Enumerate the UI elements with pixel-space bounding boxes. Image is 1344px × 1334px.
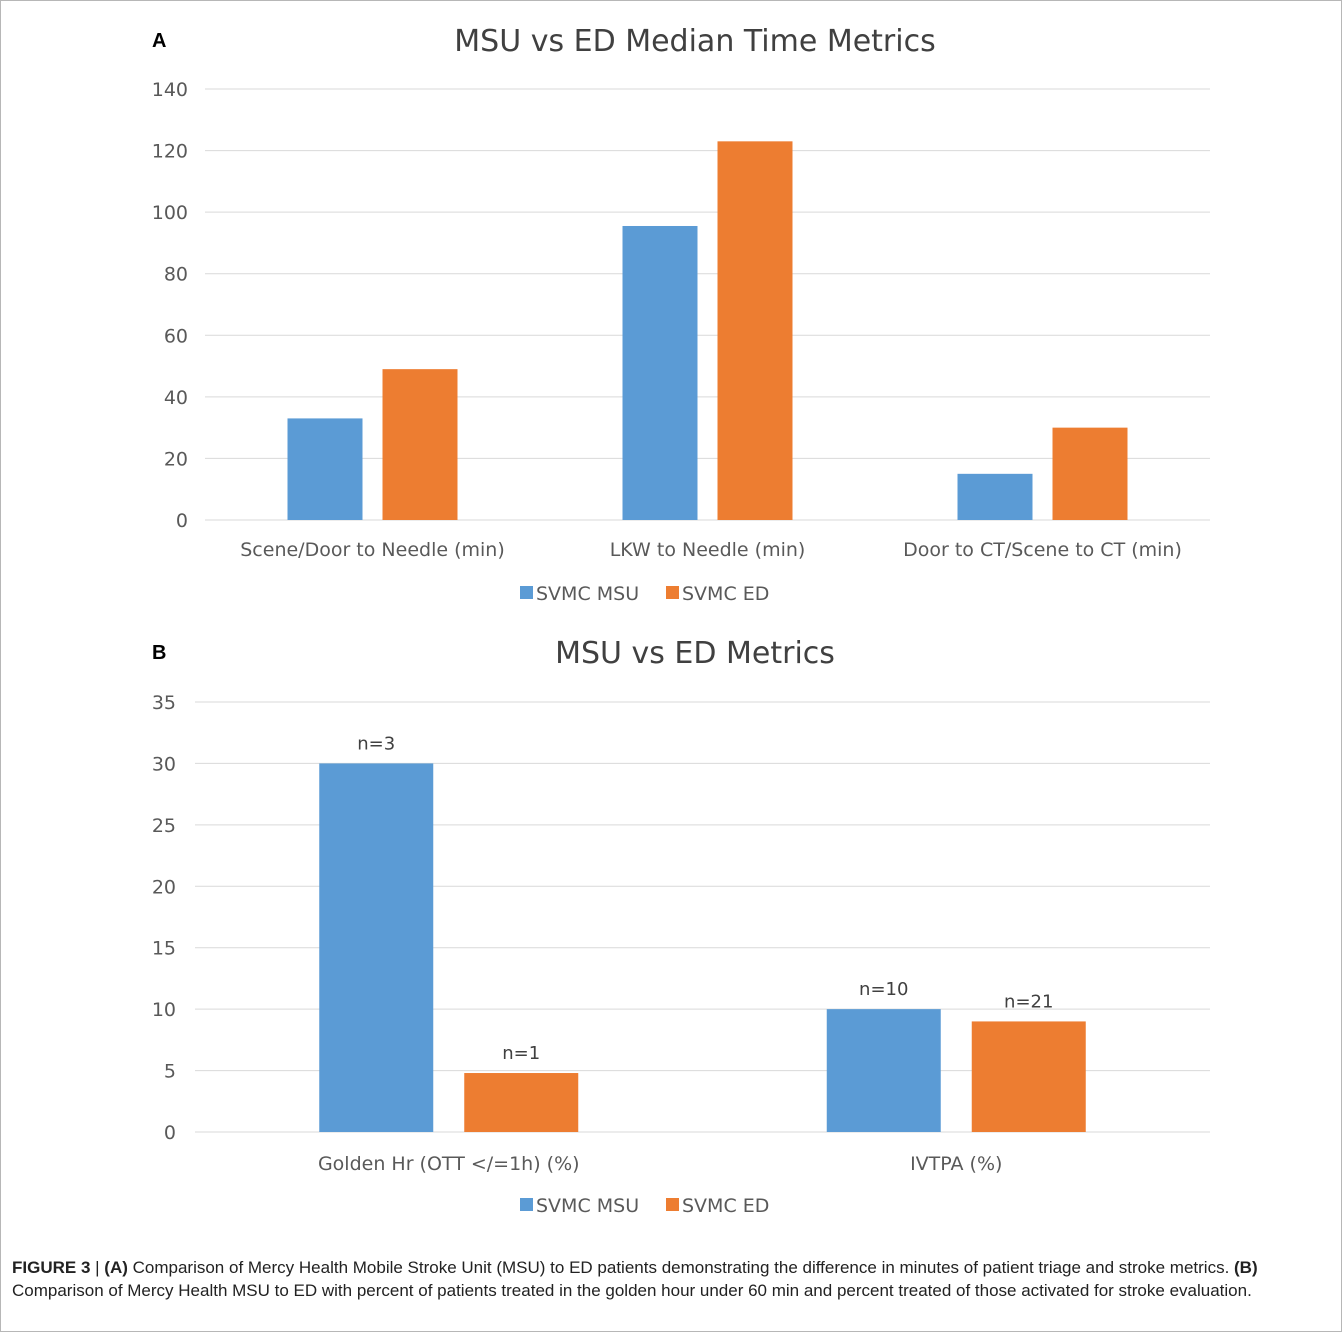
- x-category-label: Scene/Door to Needle (min): [240, 539, 505, 561]
- chart-a: 0 20 40 60 80 100 120 140 Scene/Door to Needle (…: [152, 79, 1210, 605]
- data-label: n=10: [859, 979, 908, 1000]
- legend-swatch: [520, 586, 533, 599]
- legend-label: SVMC MSU: [536, 1195, 639, 1217]
- y-tick-label: 0: [176, 510, 188, 532]
- data-label: n=21: [1004, 991, 1053, 1012]
- caption-b-label: (B): [1234, 1258, 1258, 1277]
- bar: [287, 418, 363, 520]
- y-tick-label: 20: [164, 448, 188, 470]
- bar: [382, 369, 458, 520]
- x-category-label: Golden Hr (OTT </=1h) (%): [318, 1153, 580, 1175]
- bar: [957, 473, 1033, 520]
- bar: [622, 225, 698, 520]
- y-tick-label: 80: [164, 264, 188, 286]
- legend-swatch: [520, 1198, 533, 1211]
- caption-a-label: (A): [104, 1258, 128, 1277]
- x-category-label: LKW to Needle (min): [610, 539, 806, 561]
- y-tick-label: 0: [164, 1122, 176, 1144]
- bar: [1052, 427, 1128, 520]
- y-tick-label: 20: [152, 876, 176, 898]
- y-tick-label: 120: [152, 141, 188, 163]
- legend-swatch: [666, 1198, 679, 1211]
- data-label: n=1: [502, 1043, 540, 1064]
- y-tick-label: 25: [152, 815, 176, 837]
- panel-b-letter: B: [152, 642, 167, 664]
- x-category-label: IVTPA (%): [910, 1153, 1002, 1175]
- bar: [319, 763, 434, 1132]
- caption-b-text: Comparison of Mercy Health MSU to ED wit…: [12, 1281, 1252, 1300]
- y-tick-label: 10: [152, 999, 176, 1021]
- bar: [464, 1073, 579, 1132]
- bar: [717, 141, 793, 521]
- y-tick-label: 15: [152, 938, 176, 960]
- legend-label: SVMC ED: [682, 583, 769, 605]
- chart-a-title: MSU vs ED Median Time Metrics: [454, 24, 936, 59]
- legend-label: SVMC ED: [682, 1195, 769, 1217]
- caption-a-text: Comparison of Mercy Health Mobile Stroke…: [127, 1258, 1235, 1277]
- bar: [971, 1021, 1086, 1132]
- y-tick-label: 5: [164, 1061, 176, 1083]
- panel-a-letter: A: [152, 30, 167, 52]
- chart-b: 0 5 10 15 20 25 30 35 n=3 n=1 Golden Hr (OTT </=1h…: [152, 692, 1210, 1217]
- y-tick-label: 140: [152, 79, 188, 101]
- legend-swatch: [666, 586, 679, 599]
- data-label: n=3: [357, 733, 395, 754]
- y-tick-label: 60: [164, 325, 188, 347]
- y-tick-label: 100: [152, 202, 188, 224]
- y-tick-label: 30: [152, 753, 176, 775]
- y-tick-label: 35: [152, 692, 176, 714]
- figure-caption: FIGURE 3 | (A) Comparison of Mercy Healt…: [12, 1256, 1332, 1302]
- x-category-label: Door to CT/Scene to CT (min): [903, 539, 1182, 561]
- chart-b-title: MSU vs ED Metrics: [555, 636, 835, 671]
- legend-label: SVMC MSU: [536, 583, 639, 605]
- y-tick-label: 40: [164, 387, 188, 409]
- caption-separator: |: [90, 1258, 105, 1277]
- caption-figure-label: FIGURE 3: [12, 1258, 91, 1277]
- bar: [826, 1009, 941, 1132]
